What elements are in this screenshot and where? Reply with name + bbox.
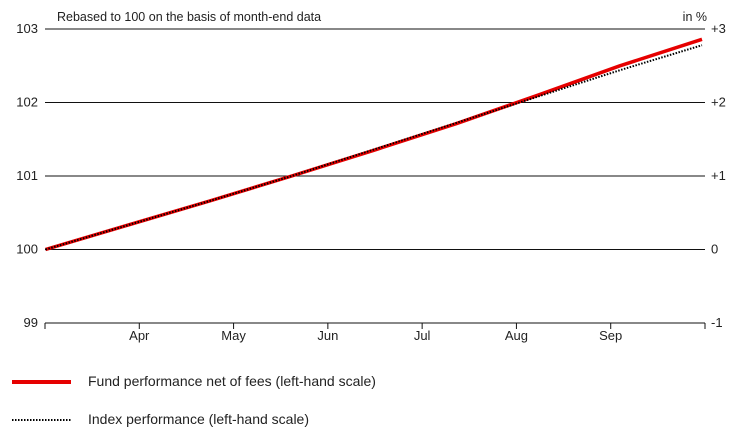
series-lines [45, 37, 703, 252]
x-axis: Apr May Jun Jul Aug Sep [44, 323, 706, 343]
left-tick-label-102: 102 [16, 95, 38, 110]
right-axis: -1 0 +1 +2 +3 [711, 21, 726, 330]
x-tick-label-jun: Jun [317, 328, 338, 343]
left-tick-label-99: 99 [24, 315, 38, 330]
legend: Fund performance net of fees (left-hand … [12, 373, 376, 427]
grid-lines [45, 28, 705, 324]
left-tick-label-100: 100 [16, 242, 38, 257]
right-tick-label-0: -1 [711, 315, 723, 330]
series-line-fund [45, 37, 703, 252]
series-line-index [45, 44, 703, 251]
x-tick-label-aug: Aug [505, 328, 528, 343]
x-tick-label-may: May [221, 328, 246, 343]
left-tick-label-101: 101 [16, 168, 38, 183]
legend-label-fund: Fund performance net of fees (left-hand … [88, 373, 376, 389]
x-tick-label-sep: Sep [599, 328, 622, 343]
chart-subtitle: Rebased to 100 on the basis of month-end… [57, 10, 321, 24]
left-axis: 99 100 101 102 103 [16, 21, 38, 330]
right-axis-unit: in % [683, 10, 707, 24]
x-tick-label-apr: Apr [129, 328, 150, 343]
right-tick-label-1: 0 [711, 242, 718, 257]
right-tick-label-2: +1 [711, 168, 726, 183]
right-tick-label-4: +3 [711, 21, 726, 36]
left-tick-label-103: 103 [16, 21, 38, 36]
right-tick-label-3: +2 [711, 95, 726, 110]
x-tick-label-jul: Jul [414, 328, 431, 343]
legend-label-index: Index performance (left-hand scale) [88, 411, 309, 427]
